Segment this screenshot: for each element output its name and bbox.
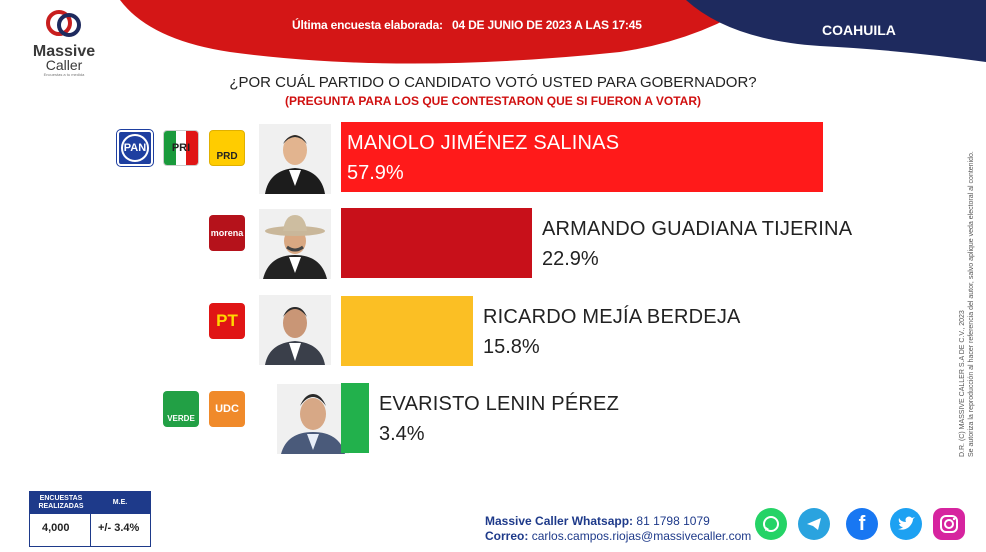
udc-logo-icon: UDC	[209, 391, 245, 427]
verde-logo-icon: VERDE	[163, 391, 199, 427]
margin-error-value: +/- 3.4%	[98, 522, 140, 534]
email-contact: Correo: carlos.campos.riojas@massivecall…	[485, 529, 751, 543]
morena-logo-icon: morena	[209, 215, 245, 251]
reproduction-note: Se autoriza la reproducción al hacer ref…	[968, 151, 975, 457]
whatsapp-icon[interactable]	[755, 508, 787, 540]
candidate-name-1: MANOLO JIMÉNEZ SALINAS	[347, 132, 620, 154]
whatsapp-number[interactable]: 81 1798 1079	[636, 514, 710, 528]
candidate-name-4: EVARISTO LENIN PÉREZ	[379, 393, 619, 415]
logo-tagline: Encuestas a tu medida	[43, 72, 85, 77]
candidate-photo-ricardo	[259, 295, 331, 365]
last-survey-label: Última encuesta elaborada:	[292, 18, 443, 32]
state-name: COAHUILA	[822, 22, 896, 38]
telegram-icon[interactable]	[798, 508, 830, 540]
person-icon	[259, 124, 331, 194]
pan-logo-icon: PAN	[116, 129, 154, 167]
bar-1	[341, 122, 823, 192]
logo-text-massive: Massive	[32, 43, 96, 60]
whatsapp-label: Massive Caller Whatsapp:	[485, 514, 634, 528]
logo-text-caller: Caller	[45, 57, 83, 73]
twitter-icon[interactable]	[890, 508, 922, 540]
pri-logo-icon: PRI	[163, 130, 199, 166]
margin-error-label: M.E.	[112, 499, 128, 506]
candidate-photo-armando	[259, 209, 331, 279]
last-survey-line: Última encuesta elaborada: 04 DE JUNIO D…	[292, 18, 642, 32]
bar-2	[341, 208, 532, 278]
prd-logo-icon: PRD	[209, 130, 245, 166]
email-label: Correo:	[485, 529, 529, 543]
candidate-percent-4: 3.4%	[379, 423, 425, 445]
massive-caller-logo: Massive Caller Encuestas a tu medida	[28, 8, 100, 77]
instagram-icon[interactable]	[933, 508, 965, 540]
candidate-name-2: ARMANDO GUADIANA TIJERINA	[542, 218, 853, 240]
surveys-done-label: ENCUESTAS REALIZADAS	[38, 495, 84, 510]
facebook-icon[interactable]: f	[846, 508, 878, 540]
candidate-name-3: RICARDO MEJÍA BERDEJA	[483, 306, 741, 328]
person-icon	[259, 209, 331, 279]
survey-stats-box: ENCUESTAS REALIZADAS M.E. 4,000 +/- 3.4%	[29, 491, 151, 547]
candidate-percent-3: 15.8%	[483, 336, 540, 358]
stats-header: ENCUESTAS REALIZADAS M.E.	[30, 492, 150, 514]
survey-subquestion: (PREGUNTA PARA LOS QUE CONTESTARON QUE S…	[284, 94, 701, 108]
pt-logo-icon: PT	[209, 303, 245, 339]
logo-mark-icon	[46, 10, 81, 37]
person-icon	[259, 295, 331, 365]
candidate-photo-evaristo	[277, 384, 349, 454]
survey-question: ¿POR CUÁL PARTIDO O CANDIDATO VOTÓ USTED…	[229, 74, 757, 91]
person-icon	[277, 384, 349, 454]
candidate-percent-2: 22.9%	[542, 248, 599, 270]
surveys-done-value: 4,000	[42, 522, 70, 534]
last-survey-date: 04 DE JUNIO DE 2023 A LAS 17:45	[452, 18, 642, 32]
stats-divider	[90, 514, 91, 546]
whatsapp-contact: Massive Caller Whatsapp: 81 1798 1079	[485, 514, 710, 528]
email-address[interactable]: carlos.campos.riojas@massivecaller.com	[531, 529, 752, 543]
candidate-photo-manolo	[259, 124, 331, 194]
copyright-disclaimer: D.R. (C) MASSIVE CALLER S.A DE C.V., 202…	[958, 112, 975, 462]
copyright-line: D.R. (C) MASSIVE CALLER S.A DE C.V., 202…	[959, 310, 966, 457]
candidate-percent-1: 57.9%	[347, 162, 404, 184]
bar-3	[341, 296, 473, 366]
bar-4	[341, 383, 369, 453]
